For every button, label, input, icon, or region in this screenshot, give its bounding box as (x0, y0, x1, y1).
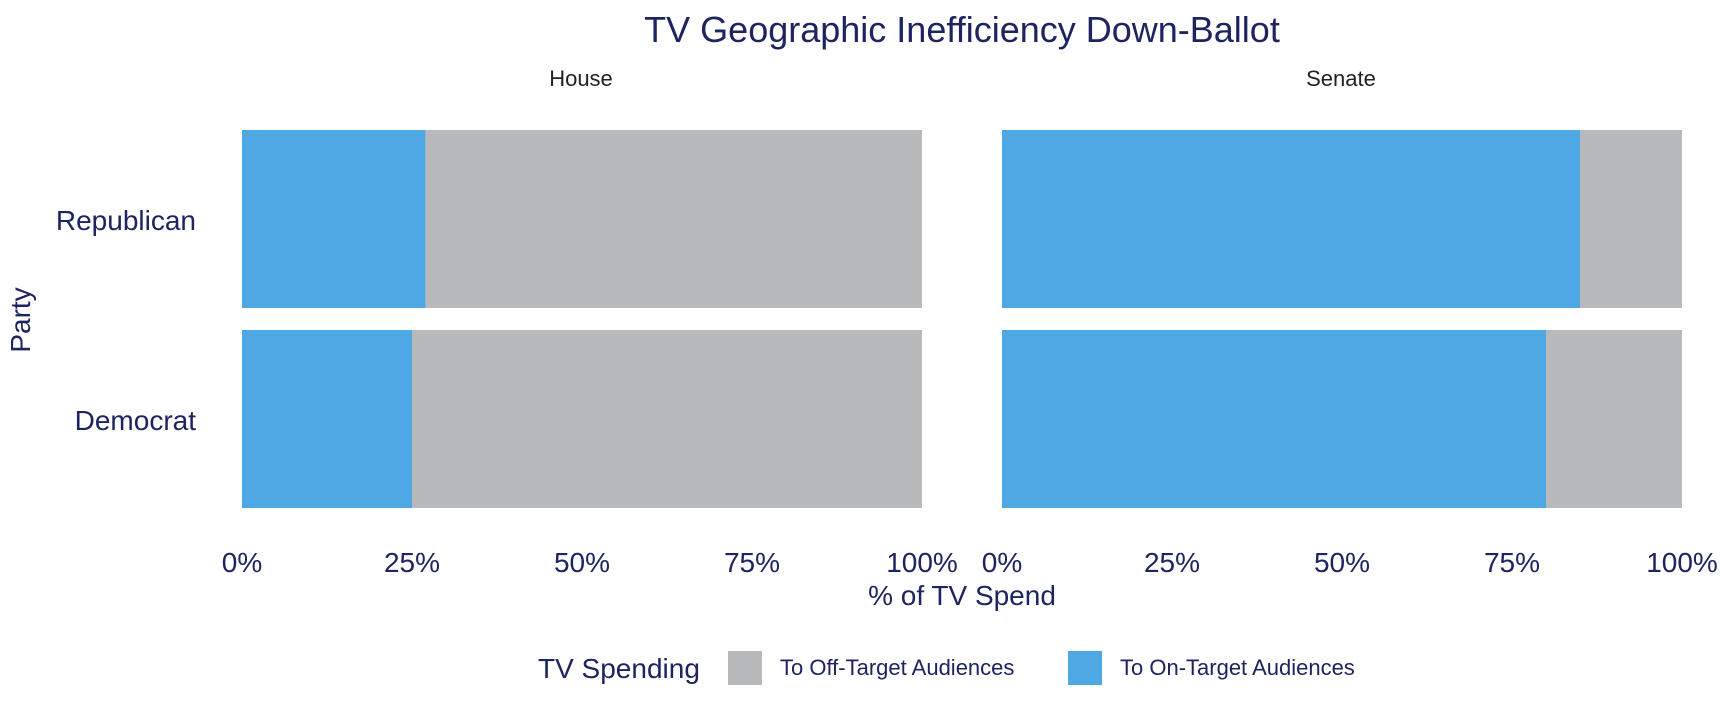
x-tick-label-senate-50: 50% (1314, 547, 1370, 578)
legend-swatch-on-target (1068, 651, 1102, 685)
x-tick-label-house-0: 0% (222, 547, 262, 578)
x-ticks-layer: 0% 25% 50% 75% 100% 0% 25% 50% 75% 100% (222, 547, 1718, 578)
chart-title: TV Geographic Inefficiency Down-Ballot (644, 9, 1280, 50)
bar-house-democrat-to-off-target-audiences (412, 330, 922, 508)
x-tick-label-senate-100: 100% (1646, 547, 1718, 578)
legend: TV Spending To Off-Target Audiences To O… (538, 651, 1355, 685)
bar-house-democrat-to-on-target-audiences (242, 330, 412, 508)
x-tick-label-senate-25: 25% (1144, 547, 1200, 578)
legend-title: TV Spending (538, 653, 700, 684)
x-tick-label-senate-75: 75% (1484, 547, 1540, 578)
bar-senate-republican-to-on-target-audiences (1002, 130, 1580, 308)
x-tick-label-house-100: 100% (886, 547, 958, 578)
legend-swatch-off-target (728, 651, 762, 685)
y-axis-label: Party (5, 287, 36, 352)
bar-senate-republican-to-off-target-audiences (1580, 130, 1682, 308)
legend-label-off-target: To Off-Target Audiences (780, 655, 1014, 680)
panel-title-house: House (549, 66, 613, 91)
x-tick-label-senate-0: 0% (982, 547, 1022, 578)
x-axis-label: % of TV Spend (868, 580, 1056, 611)
bar-house-republican-to-on-target-audiences (242, 130, 426, 308)
y-tick-label-democrat: Democrat (75, 405, 197, 436)
y-tick-label-republican: Republican (56, 205, 196, 236)
bars-layer (242, 130, 1682, 508)
bar-house-republican-to-off-target-audiences (425, 130, 922, 308)
bar-senate-democrat-to-off-target-audiences (1546, 330, 1682, 508)
legend-label-on-target: To On-Target Audiences (1120, 655, 1355, 680)
bar-senate-democrat-to-on-target-audiences (1002, 330, 1546, 508)
x-tick-label-house-25: 25% (384, 547, 440, 578)
x-tick-label-house-50: 50% (554, 547, 610, 578)
panel-title-senate: Senate (1306, 66, 1376, 91)
x-tick-label-house-75: 75% (724, 547, 780, 578)
